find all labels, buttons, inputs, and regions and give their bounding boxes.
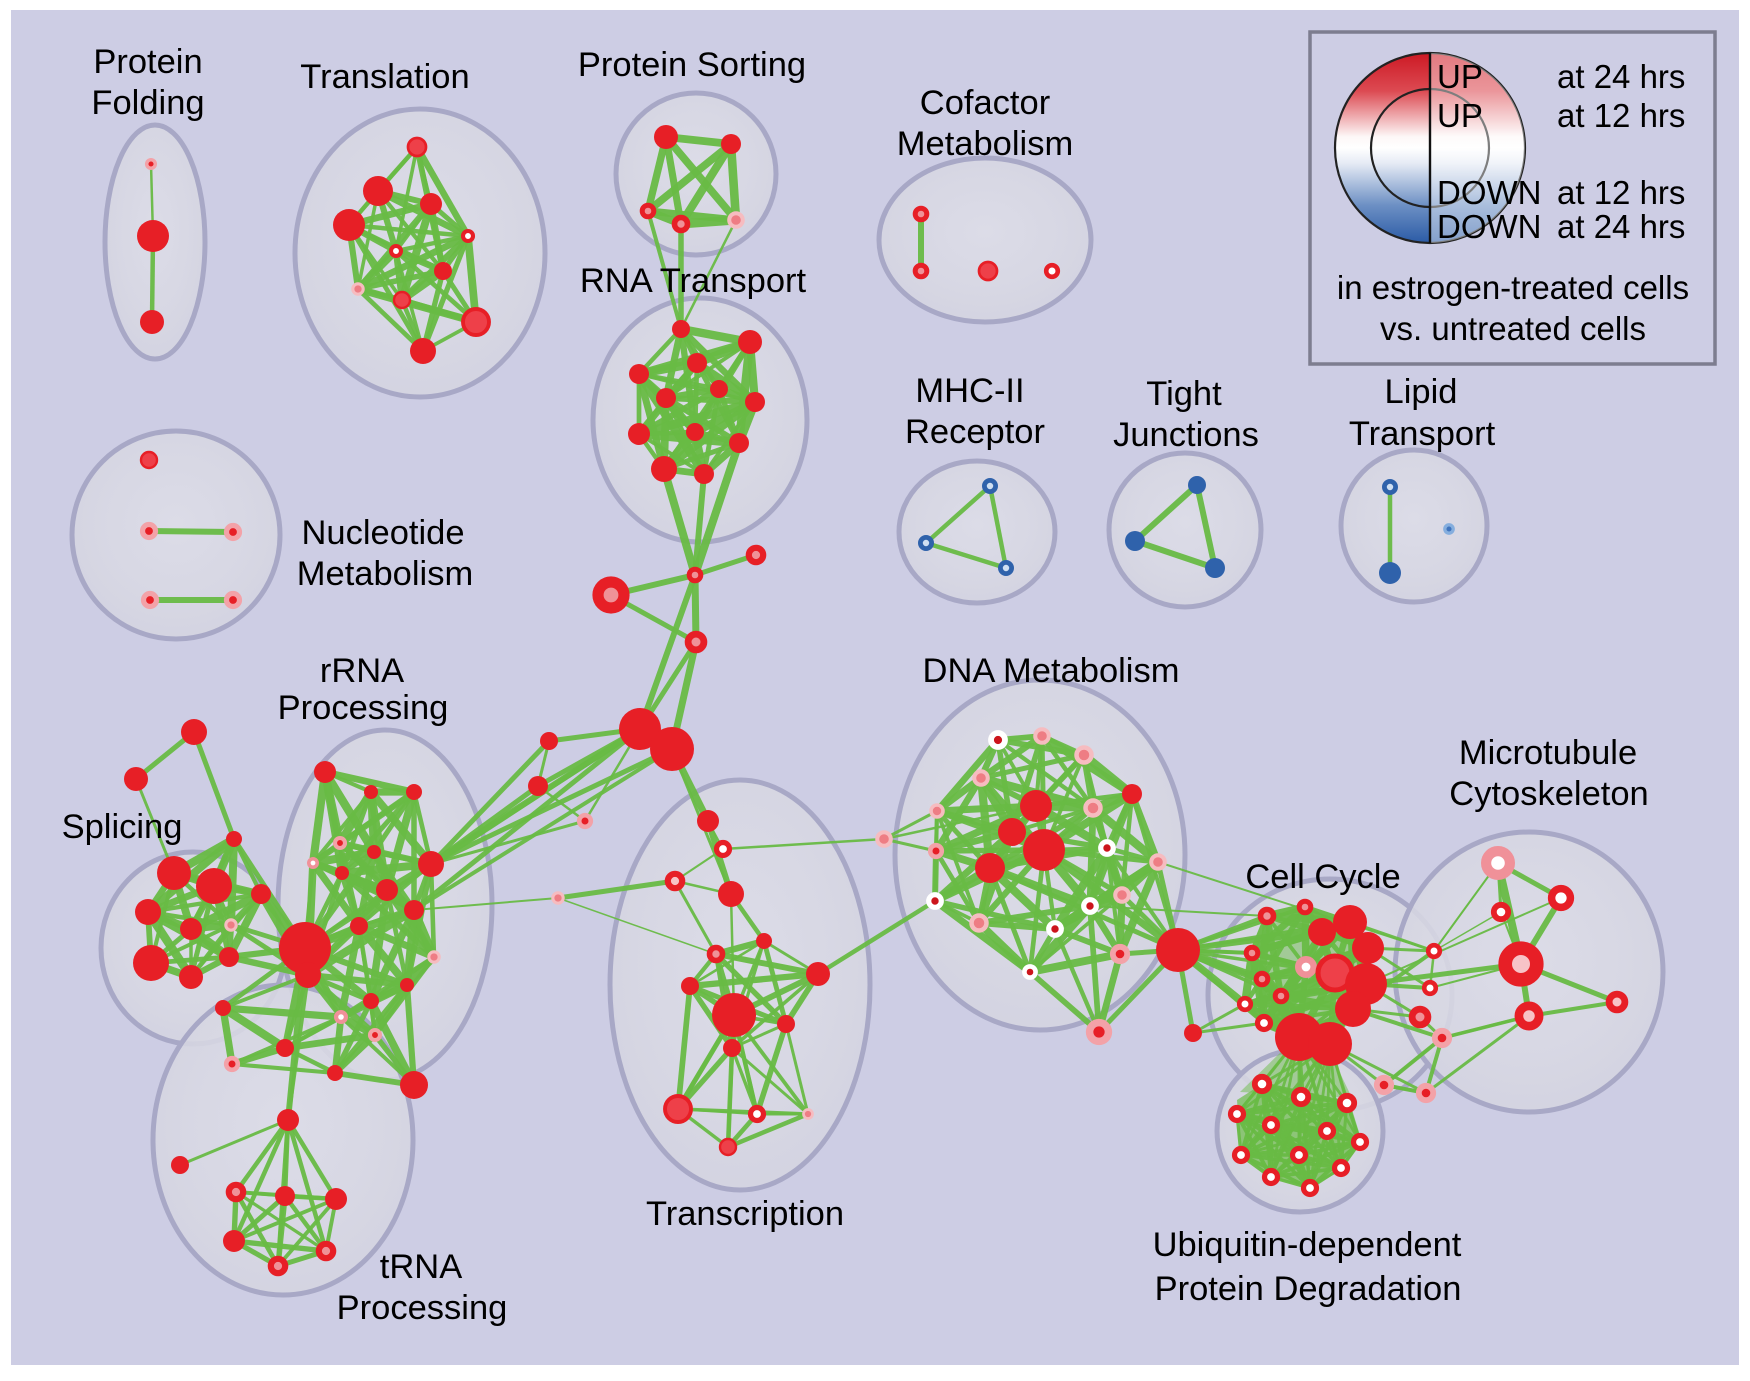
svg-text:Cell Cycle: Cell Cycle	[1245, 858, 1400, 896]
svg-text:vs. untreated cells: vs. untreated cells	[1380, 310, 1646, 347]
svg-text:Folding: Folding	[91, 84, 204, 122]
svg-text:Receptor: Receptor	[905, 413, 1045, 451]
svg-text:in estrogen-treated cells: in estrogen-treated cells	[1337, 269, 1689, 306]
svg-text:Tight: Tight	[1146, 375, 1222, 413]
svg-text:UP: UP	[1437, 97, 1483, 134]
svg-text:Translation: Translation	[300, 58, 469, 96]
svg-text:Transcription: Transcription	[646, 1195, 844, 1233]
svg-text:Protein Degradation: Protein Degradation	[1155, 1270, 1462, 1308]
svg-text:Junctions: Junctions	[1113, 416, 1259, 454]
svg-text:Metabolism: Metabolism	[897, 125, 1073, 163]
svg-text:MHC-II: MHC-II	[915, 372, 1024, 410]
svg-text:at 12 hrs: at 12 hrs	[1557, 97, 1685, 134]
svg-text:Splicing: Splicing	[62, 808, 183, 846]
svg-text:tRNA: tRNA	[380, 1248, 462, 1286]
svg-text:rRNA: rRNA	[320, 652, 404, 690]
svg-text:Nucleotide: Nucleotide	[301, 514, 464, 552]
svg-text:Processing: Processing	[337, 1289, 508, 1327]
svg-text:Microtubule: Microtubule	[1459, 734, 1637, 772]
svg-text:at 12 hrs: at 12 hrs	[1557, 174, 1685, 211]
svg-text:UP: UP	[1437, 58, 1483, 95]
svg-text:Cofactor: Cofactor	[920, 84, 1050, 122]
svg-text:Processing: Processing	[278, 689, 449, 727]
svg-text:RNA Transport: RNA Transport	[580, 262, 807, 300]
svg-text:at 24 hrs: at 24 hrs	[1557, 58, 1685, 95]
svg-text:Transport: Transport	[1349, 415, 1496, 453]
svg-text:Ubiquitin-dependent: Ubiquitin-dependent	[1153, 1226, 1462, 1264]
svg-text:DNA Metabolism: DNA Metabolism	[923, 652, 1180, 690]
svg-text:Cytoskeleton: Cytoskeleton	[1449, 775, 1648, 813]
svg-text:DOWN: DOWN	[1437, 174, 1541, 211]
svg-text:DOWN: DOWN	[1437, 208, 1541, 245]
svg-text:at 24 hrs: at 24 hrs	[1557, 208, 1685, 245]
svg-text:Metabolism: Metabolism	[297, 555, 473, 593]
svg-text:Protein: Protein	[93, 43, 202, 81]
svg-text:Protein Sorting: Protein Sorting	[578, 46, 806, 84]
svg-text:Lipid: Lipid	[1385, 373, 1458, 411]
